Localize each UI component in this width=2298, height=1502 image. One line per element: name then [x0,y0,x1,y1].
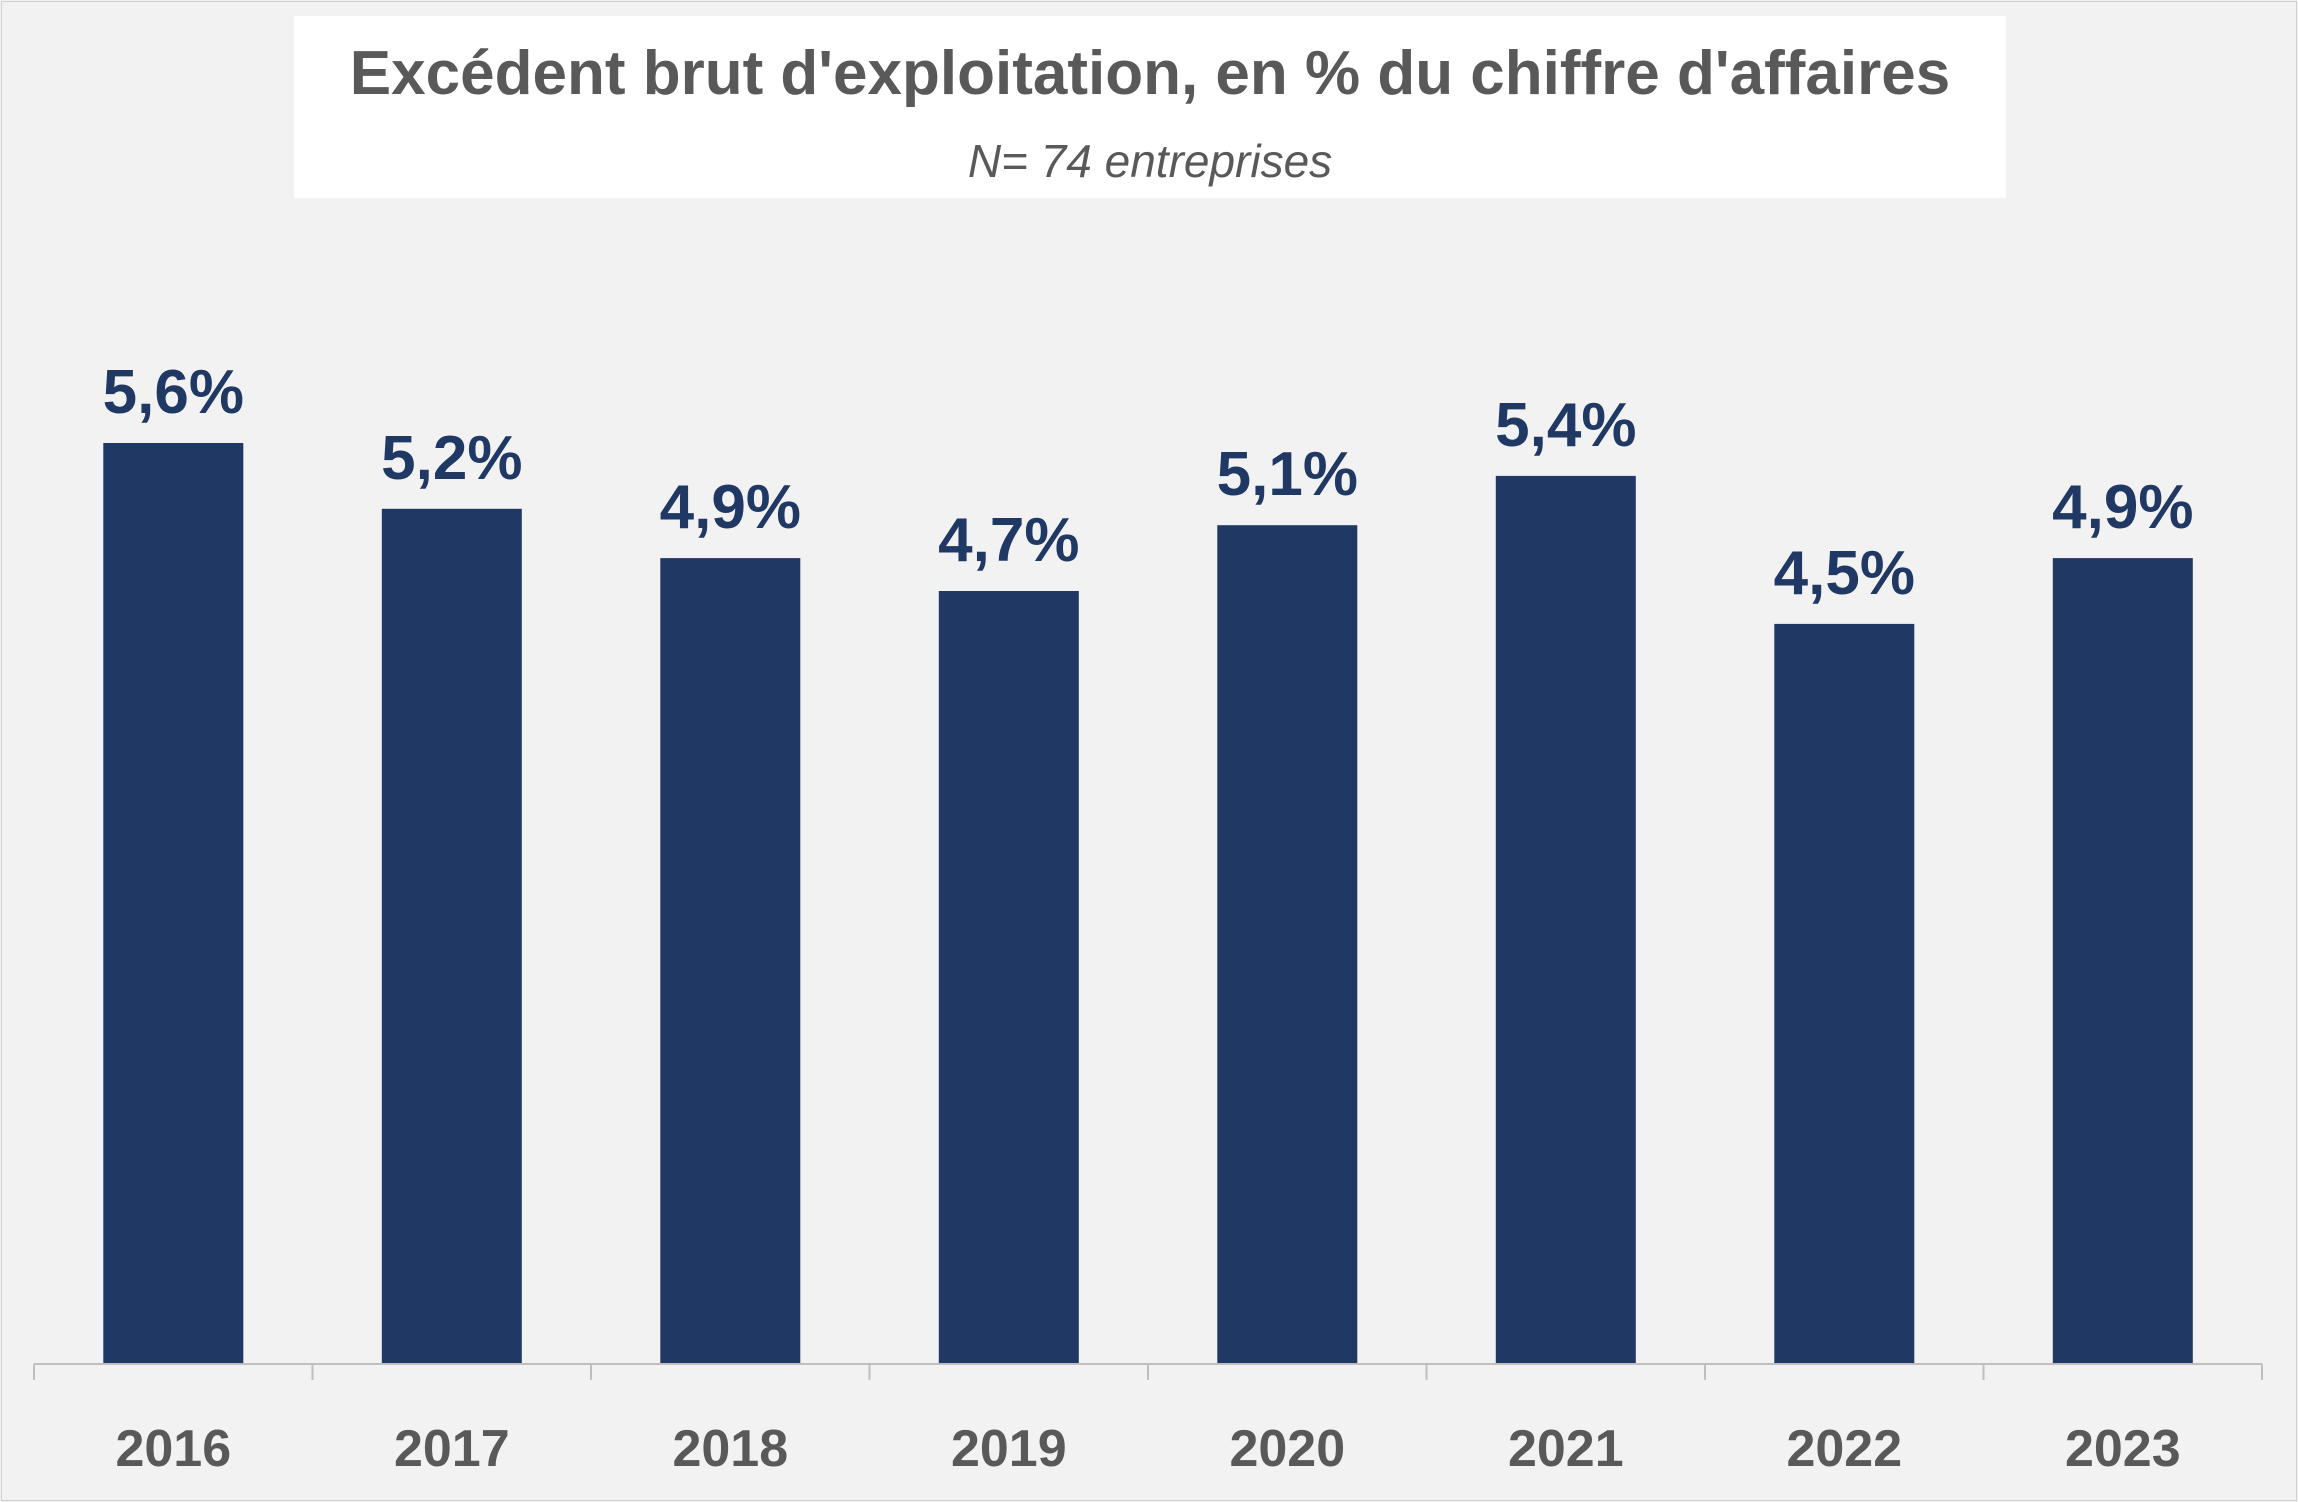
category-label-2022: 2022 [1786,1420,1902,1478]
category-label-2019: 2019 [951,1420,1067,1478]
bar-2020 [1217,525,1358,1364]
value-label-2016: 5,6% [103,358,244,427]
category-label-2018: 2018 [672,1420,788,1478]
category-label-2016: 2016 [115,1420,231,1478]
category-label-2021: 2021 [1508,1420,1624,1478]
chart-title: Excédent brut d'exploitation, en % du ch… [349,39,1951,108]
value-label-2018: 4,9% [660,473,801,542]
category-label-2023: 2023 [2065,1420,2181,1478]
bar-2023 [2052,558,2193,1364]
title-box: Excédent brut d'exploitation, en % du ch… [294,16,2006,198]
value-label-2023: 4,9% [2052,473,2193,542]
bar-2017 [381,508,522,1364]
value-label-2020: 5,1% [1217,440,1358,509]
value-label-2017: 5,2% [381,424,522,493]
bar-2022 [1774,623,1915,1364]
bars-group [103,443,2193,1364]
value-labels-group: 5,6% 5,2% 4,9% 4,7% 5,1% 5,4% 4,5% 4,9% [103,358,2194,608]
value-label-2021: 5,4% [1495,391,1636,460]
bar-2018 [660,558,801,1364]
bar-2019 [938,591,1079,1364]
category-labels-group: 2016 2017 2018 2019 2020 2021 2022 2023 [115,1420,2180,1478]
chart-subtitle: N= 74 entreprises [967,135,1333,187]
category-label-2017: 2017 [394,1420,510,1478]
bar-2021 [1495,475,1636,1364]
value-label-2022: 4,5% [1774,539,1915,608]
bar-2016 [103,443,244,1364]
value-label-2019: 4,7% [938,506,1079,575]
category-label-2020: 2020 [1229,1420,1345,1478]
x-axis [33,1363,2263,1380]
